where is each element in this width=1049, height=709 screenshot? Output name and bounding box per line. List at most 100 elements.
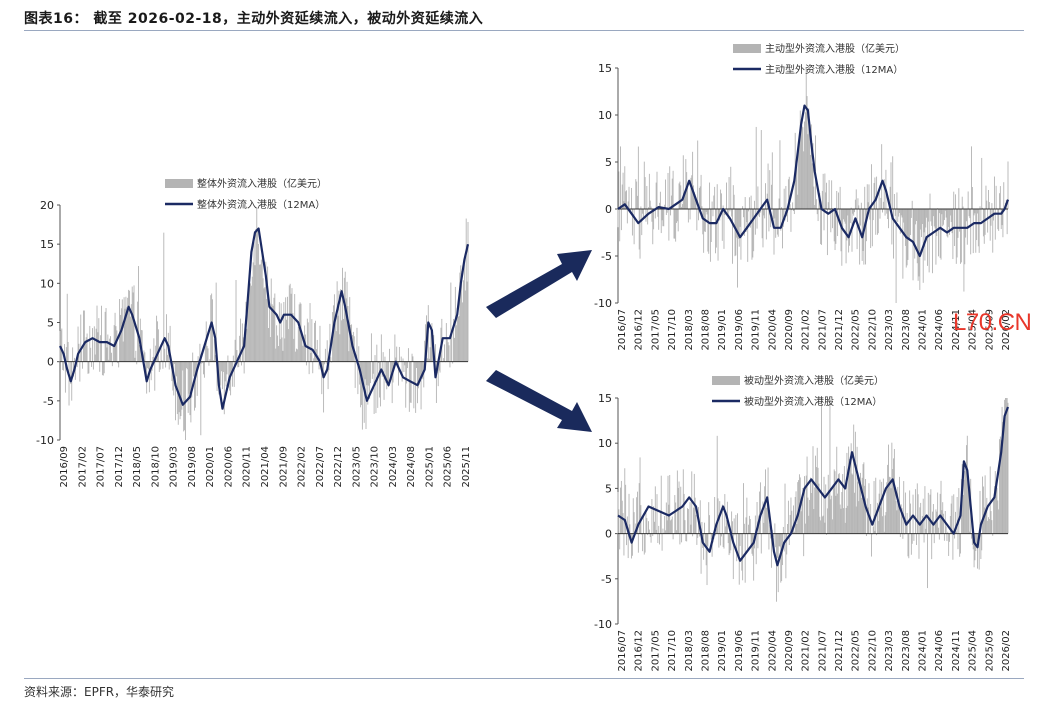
flow-bar (982, 476, 984, 534)
flow-bar (826, 508, 828, 534)
flow-bar (664, 516, 666, 534)
x-tick-label: 2022/02 (297, 446, 308, 488)
legend: 被动型外资流入港股（亿美元） 被动型外资流入港股（12MA） (712, 374, 884, 408)
flow-bar (653, 209, 655, 230)
flow-bar (955, 209, 957, 264)
flow-bar (1001, 209, 1003, 226)
x-tick-label: 2017/02 (77, 446, 88, 488)
flow-bar (667, 475, 669, 534)
flow-bar (68, 361, 70, 406)
flow-bar (677, 209, 679, 232)
flow-bar (638, 483, 640, 534)
flow-bar (919, 209, 921, 290)
flow-bar (983, 507, 985, 534)
flow-bar (999, 436, 1001, 534)
flow-bar (860, 209, 861, 226)
flow-bar (456, 308, 458, 362)
flow-bar (765, 507, 767, 534)
x-tick-label: 2018/03 (684, 630, 695, 672)
flow-bar (844, 209, 846, 224)
flow-bar (985, 185, 987, 209)
flow-bar (261, 255, 263, 362)
flow-bar (970, 209, 972, 255)
flow-bar (695, 514, 697, 534)
flow-bar (285, 297, 287, 362)
flow-bar (886, 209, 888, 214)
flow-bar (465, 218, 467, 362)
flow-bar (867, 507, 869, 534)
flow-bar (786, 533, 788, 555)
flow-bar (338, 290, 340, 362)
flow-bar (752, 209, 754, 258)
flow-bar (90, 347, 92, 362)
flow-bar (797, 482, 799, 534)
flow-bar (732, 521, 733, 534)
flow-bar (967, 191, 969, 209)
flow-bar (768, 209, 770, 232)
flow-bar (963, 479, 965, 534)
flow-bar (994, 209, 996, 240)
flow-bar (883, 179, 885, 209)
flow-bar (636, 497, 638, 534)
flow-bar (192, 352, 194, 362)
flow-bar (682, 155, 684, 209)
flow-bar (698, 187, 700, 209)
flow-bar (692, 151, 694, 209)
flow-bar (971, 187, 973, 209)
flow-bar (308, 361, 310, 375)
flow-bar (681, 533, 683, 543)
flow-bar (785, 533, 787, 579)
flow-bar (912, 209, 914, 281)
flow-bar (271, 304, 273, 362)
flow-bar (104, 311, 106, 362)
flow-bar (386, 361, 388, 390)
flow-bar (960, 533, 961, 554)
flow-bar (949, 209, 951, 216)
x-tick-label: 2021/02 (801, 630, 812, 672)
flow-bar (358, 346, 360, 362)
x-tick-label: 2016/07 (617, 309, 628, 351)
flow-bar (175, 361, 176, 421)
flow-bar (356, 327, 358, 362)
x-tick-label: 2025/04 (968, 309, 979, 351)
flow-bar (405, 361, 407, 408)
flow-bar (995, 489, 997, 534)
flow-bar (968, 209, 970, 217)
flow-bar (165, 361, 167, 368)
flow-bar (416, 361, 417, 369)
flow-bar (695, 198, 697, 209)
flow-bar (913, 533, 915, 541)
flow-bar (110, 336, 111, 362)
flow-bar (73, 357, 75, 362)
flow-bar (782, 526, 784, 534)
top-rule (24, 30, 1024, 31)
flow-bar (710, 209, 712, 242)
flow-bar (707, 533, 709, 547)
flow-bar (966, 445, 967, 534)
flow-bar (342, 318, 344, 362)
flow-bar (702, 209, 704, 235)
flow-bar (837, 474, 839, 534)
flow-bar (938, 209, 940, 214)
flow-bar (421, 361, 423, 376)
flow-bar (921, 209, 923, 225)
flow-bar (687, 509, 689, 534)
flow-bar (937, 492, 939, 534)
flow-bar (889, 477, 891, 534)
flow-bar (883, 531, 885, 534)
flow-bar (822, 173, 824, 209)
flow-bar (700, 533, 702, 574)
flow-bar (354, 361, 356, 388)
flow-bar (403, 361, 405, 372)
flow-bar (184, 361, 186, 431)
x-tick-label: 2025/01 (424, 446, 435, 488)
flow-bar (696, 533, 698, 545)
flow-bar (267, 266, 269, 362)
flow-bar (196, 361, 198, 396)
flow-bar (992, 209, 994, 253)
flow-bar (390, 361, 392, 381)
flow-bar (868, 184, 870, 209)
flow-bar (687, 185, 688, 209)
flow-bar (907, 533, 909, 557)
flow-bar (775, 209, 777, 238)
